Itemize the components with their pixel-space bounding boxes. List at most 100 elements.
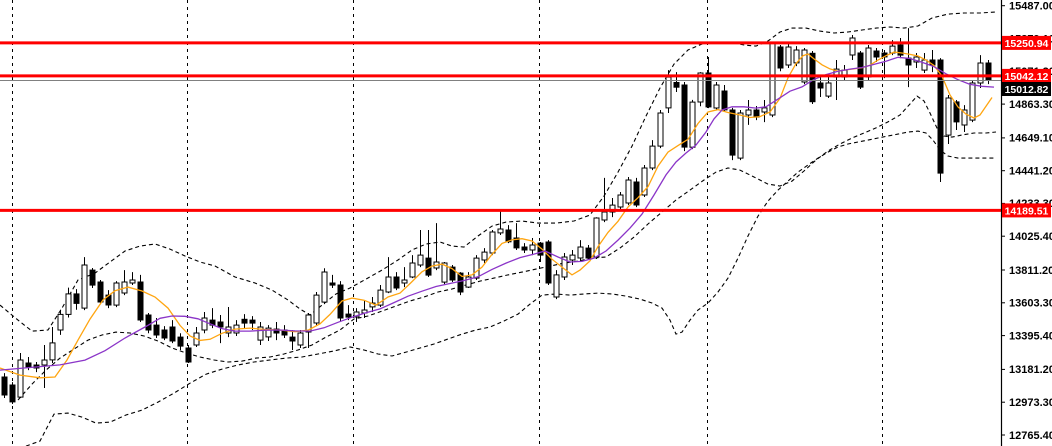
candle-bullish <box>569 254 576 261</box>
candle-bullish <box>41 359 48 366</box>
candle-bullish <box>737 112 744 159</box>
candle-bullish <box>441 262 448 283</box>
candle-bearish <box>89 269 96 286</box>
candle-bearish <box>777 46 784 69</box>
candle-bullish <box>625 179 632 204</box>
price-axis[interactable]: 15487.0015279.1015071.2014863.3014649.10… <box>1000 0 1052 446</box>
level-price-badge <box>1002 68 1051 83</box>
candle-bullish <box>961 109 968 126</box>
candle-bearish <box>161 329 168 339</box>
candle-bullish <box>417 254 424 266</box>
candle-bullish <box>921 59 928 71</box>
axis-label: 14441.20 <box>1009 166 1052 178</box>
candle-bullish <box>825 82 832 97</box>
candle-bearish <box>329 282 336 286</box>
bollinger-lower-inner <box>17 95 997 401</box>
candlesticks <box>1 28 992 404</box>
candle-bearish <box>985 62 992 81</box>
candle-bearish <box>97 281 104 303</box>
candle-bullish <box>945 97 952 136</box>
candle-bullish <box>713 84 720 109</box>
bollinger-lower-outer <box>25 130 994 446</box>
candle-bullish <box>65 293 72 315</box>
axis-label: 13603.30 <box>1009 298 1052 310</box>
candle-bearish <box>585 247 592 259</box>
candle-bullish <box>497 228 504 234</box>
price-badges: 15250.94 15042.12 14189.51 15012.82 <box>1002 35 1051 218</box>
period-gridlines <box>12 0 883 446</box>
candle-bullish <box>313 294 320 324</box>
candle-bearish <box>1 376 8 396</box>
candle-bearish <box>705 72 712 108</box>
candle-bearish <box>177 336 184 347</box>
axis-label: 14649.10 <box>1009 133 1052 145</box>
candle-bullish <box>129 279 136 284</box>
candle-bullish <box>265 327 272 338</box>
candle-bullish <box>849 37 856 56</box>
candle-bearish <box>25 362 32 368</box>
candle-bullish <box>49 342 56 361</box>
candle-bullish <box>385 276 392 293</box>
candle-bullish <box>761 107 768 113</box>
current-price-badge <box>1002 82 1051 96</box>
candle-bullish <box>697 72 704 103</box>
candle-bullish <box>601 211 608 221</box>
level-price-badge <box>1002 35 1051 50</box>
candle-bullish <box>297 332 304 346</box>
candle-bearish <box>449 266 456 281</box>
candle-bullish <box>529 244 536 251</box>
axis-label: 14025.40 <box>1009 231 1052 243</box>
candle-bearish <box>137 281 144 321</box>
candle-bullish <box>201 317 208 331</box>
candle-bullish <box>865 47 872 78</box>
candle-bullish <box>113 282 120 306</box>
candle-bullish <box>401 279 408 284</box>
level-price-badge-label: 15042.12 <box>1005 71 1049 83</box>
bollinger-upper <box>0 11 997 332</box>
candle-bearish <box>729 109 736 156</box>
candle-bearish <box>681 84 688 148</box>
candle-bullish <box>81 264 88 309</box>
axis-label: 12765.40 <box>1009 430 1052 442</box>
candle-bearish <box>873 50 880 58</box>
candle-bullish <box>473 257 480 279</box>
candle-bullish <box>57 313 64 331</box>
candle-bullish <box>377 289 384 306</box>
candle-bearish <box>513 237 520 249</box>
candle-bullish <box>665 76 672 109</box>
candle-bullish <box>489 231 496 254</box>
candle-bullish <box>17 359 24 398</box>
candle-bearish <box>289 336 296 342</box>
axis-label: 13395.40 <box>1009 330 1052 342</box>
candle-bullish <box>321 271 328 303</box>
axis-label: 14863.30 <box>1009 99 1052 111</box>
candle-bullish <box>649 145 656 169</box>
ma-slow <box>0 56 995 371</box>
candle-bearish <box>249 319 256 324</box>
candle-bullish <box>689 101 696 148</box>
candle-bearish <box>345 313 352 318</box>
moving-averages <box>0 51 995 379</box>
candle-bullish <box>657 112 664 147</box>
horizontal-level-lines[interactable] <box>0 41 1001 212</box>
candle-bearish <box>393 276 400 289</box>
candle-bearish <box>145 314 152 331</box>
axis-label: 15487.00 <box>1009 1 1052 13</box>
candle-bullish <box>577 246 584 259</box>
candle-bearish <box>185 347 192 363</box>
candle-bearish <box>953 101 960 123</box>
axis-label: 13811.20 <box>1009 265 1052 277</box>
candle-bearish <box>337 284 344 319</box>
candle-bearish <box>521 246 528 251</box>
candle-bearish <box>673 82 680 88</box>
candle-bearish <box>937 59 944 174</box>
candle-bullish <box>553 274 560 298</box>
candle-bearish <box>217 321 224 328</box>
candle-bearish <box>897 44 904 56</box>
axis-label: 13181.20 <box>1009 364 1052 376</box>
level-price-badge-label: 14189.51 <box>1005 205 1049 217</box>
candle-bullish <box>745 109 752 116</box>
candle-bullish <box>609 204 616 213</box>
